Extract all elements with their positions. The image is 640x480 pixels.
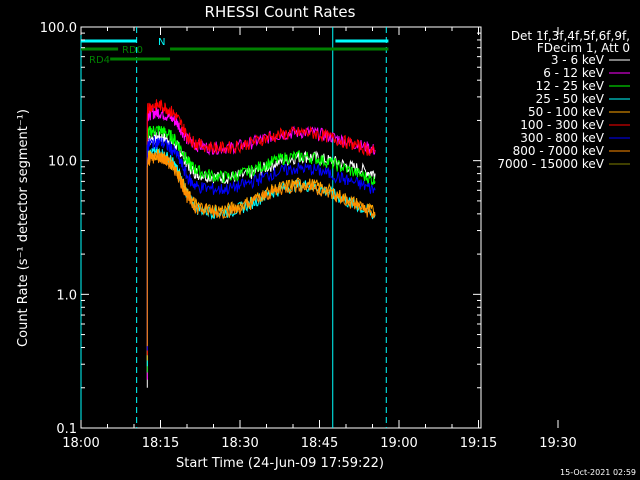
series-line xyxy=(146,125,376,373)
status-bar-label: RD0 xyxy=(122,45,143,56)
legend: Det 1f,3f,4f,5f,6f,9f, FDecim 1, Att 0 3… xyxy=(497,29,630,171)
x-tick-label: 19:30 xyxy=(539,436,576,451)
vertical-markers xyxy=(80,27,387,428)
x-tick-label: 18:30 xyxy=(221,436,258,451)
x-tick-label: 18:45 xyxy=(301,436,338,451)
status-bars: N RD0 RD4 xyxy=(81,37,389,66)
series-line xyxy=(146,99,376,356)
x-tick-label: 19:00 xyxy=(380,436,417,451)
legend-entry-label: 7000 - 15000 keV xyxy=(497,157,604,171)
legend-entry-label: 800 - 7000 keV xyxy=(513,144,605,158)
x-tick-label: 18:15 xyxy=(142,436,179,451)
status-bar-label: N xyxy=(158,37,165,48)
y-axis-label: Count Rate (s⁻¹ detector segment⁻¹) xyxy=(16,109,31,347)
x-tick-label: 19:15 xyxy=(460,436,497,451)
legend-entry-label: 3 - 6 keV xyxy=(551,53,605,67)
legend-entry-label: 25 - 50 keV xyxy=(536,92,605,106)
y-axis-ticks: 0.1 1.0 10.0 100.0 xyxy=(40,21,481,437)
legend-entry-label: 100 - 300 keV xyxy=(520,118,604,132)
legend-entry-label: 12 - 25 keV xyxy=(536,79,605,93)
y-tick-label: 1.0 xyxy=(56,288,77,303)
series-lines xyxy=(146,99,376,388)
series-line xyxy=(146,149,376,361)
legend-entry-label: 6 - 12 keV xyxy=(543,66,605,80)
x-tick-label: 18:00 xyxy=(62,436,99,451)
series-line xyxy=(146,151,376,347)
status-bar-label: RD4 xyxy=(89,55,110,66)
legend-title-line-1: Det 1f,3f,4f,5f,6f,9f, xyxy=(511,29,630,43)
y-tick-label: 10.0 xyxy=(48,155,77,170)
x-axis-label: Start Time (24-Jun-09 17:59:22) xyxy=(176,456,384,471)
chart-title: RHESSI Count Rates xyxy=(205,3,356,21)
timestamp: 15-Oct-2021 02:59 xyxy=(560,468,636,477)
legend-entry-label: 50 - 100 keV xyxy=(528,105,605,119)
series-line xyxy=(146,136,376,351)
y-tick-label: 100.0 xyxy=(40,21,77,36)
y-tick-label: 0.1 xyxy=(56,422,77,437)
x-axis-ticks: 18:00 18:15 18:30 18:45 19:00 19:15 19:30 xyxy=(62,27,577,451)
legend-title-line-2: FDecim 1, Att 0 xyxy=(537,41,630,55)
legend-entry-label: 300 - 800 keV xyxy=(520,131,604,145)
